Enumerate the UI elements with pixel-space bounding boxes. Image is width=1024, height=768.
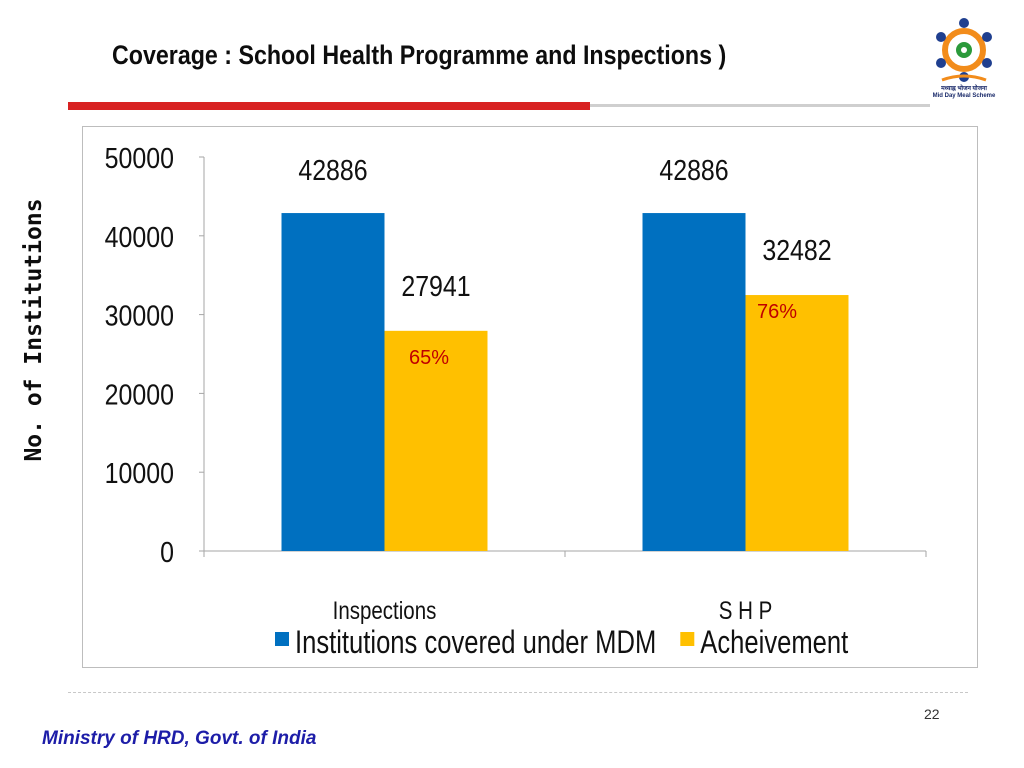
y-axis-title: No. of Institutions [21,198,47,462]
bar-chart: 0 10000 20000 30000 40000 50000 42886 27941 Insp… [105,142,927,661]
mid-day-meal-logo [936,18,992,82]
title-divider-red [68,102,590,110]
data-label: 27941 [401,270,470,302]
footer-text: Ministry of HRD, Govt. of India [42,728,317,749]
logo-caption-hindi: मध्याह्न भोजन योजना [941,86,987,92]
footer-divider [68,692,968,693]
bar-achievement [745,295,849,551]
legend-swatch [275,632,289,646]
y-tick-label: 10000 [105,457,174,489]
y-tick-label: 40000 [105,221,174,253]
slide-title: Coverage : School Health Programme and I… [112,40,727,70]
slide-number: 22 [924,706,940,722]
y-tick-label: 50000 [105,142,174,174]
x-category-label: Inspections [333,596,437,624]
y-tick-label: 30000 [105,300,174,332]
percent-annotation: 65% [409,347,449,369]
legend-swatch [680,632,695,646]
chart-frame: 0 10000 20000 30000 40000 50000 42886 27941 Insp… [82,126,978,668]
bar-covered [281,213,385,551]
logo-caption: मध्याह्न भोजन योजना Mid Day Meal Scheme [928,86,1000,100]
data-label: 42886 [659,154,728,186]
legend-label: Acheivement [700,625,848,660]
title-divider-gray [590,104,930,107]
bar-achievement [384,330,488,551]
legend-label: Institutions covered under MDM [295,625,656,660]
data-label: 42886 [298,154,367,186]
y-tick-label: 0 [160,536,174,568]
x-category-label: S H P [719,596,773,624]
percent-annotation: 76% [757,301,797,323]
y-tick-label: 20000 [105,379,174,411]
logo-caption-english: Mid Day Meal Scheme [932,93,996,99]
logo-ring-icon [942,28,986,72]
data-label: 32482 [762,234,831,266]
bar-covered [642,213,746,551]
